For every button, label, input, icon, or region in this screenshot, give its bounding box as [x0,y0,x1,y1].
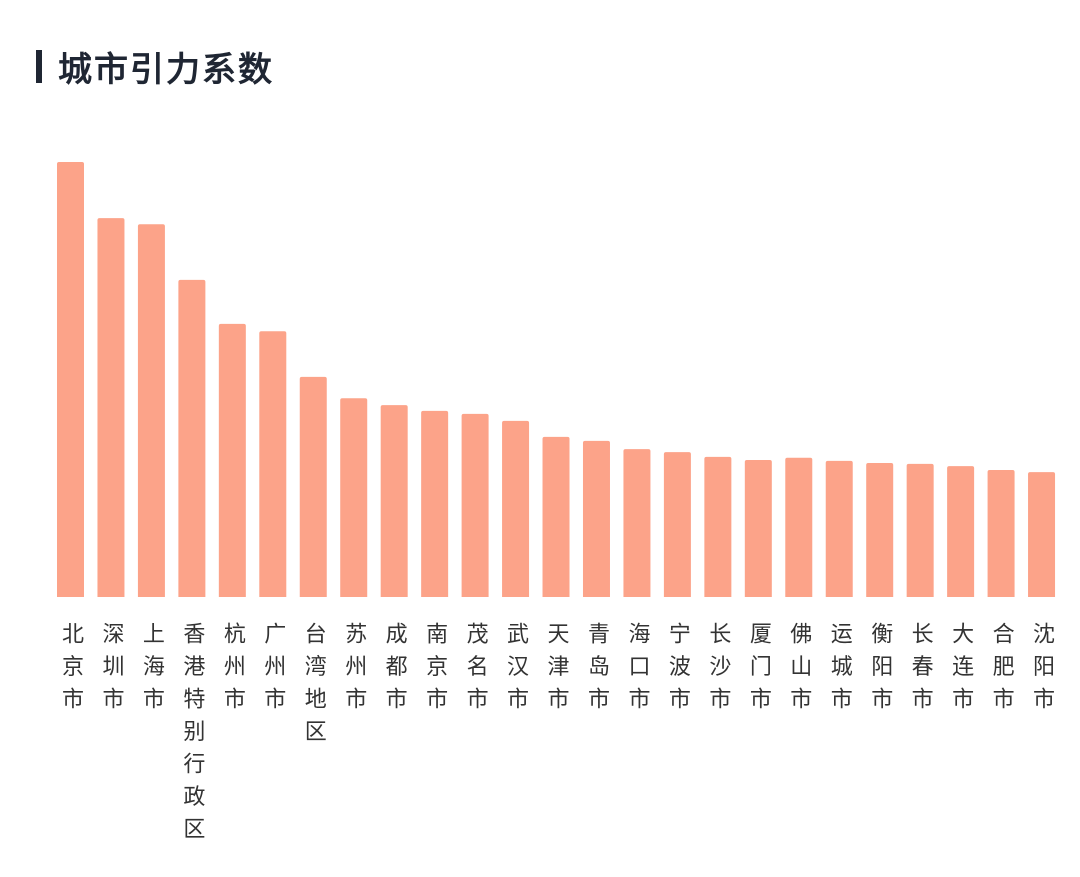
x-tick-label: 武汉市 [503,622,529,720]
x-tick-label: 上海市 [139,622,165,720]
x-tick-label: 运城市 [827,622,853,720]
x-tick-label: 厦门市 [746,622,772,720]
bar [744,459,772,597]
bar [461,413,489,597]
bar [299,376,327,597]
x-tick-label: 合肥市 [989,622,1015,720]
bar [623,449,651,597]
x-tick-label: 青岛市 [584,622,609,720]
x-tick-label: 长春市 [908,622,934,720]
chart-title: 城市引力系数 [58,50,274,90]
bar [663,452,691,597]
bar [97,218,125,598]
bar [825,460,853,597]
bar [137,224,165,597]
bar [542,436,570,597]
bar [421,410,449,597]
x-tick-label: 杭州市 [220,622,246,720]
bar [1028,472,1056,597]
bar [785,457,813,597]
x-tick-label: 苏州市 [341,622,367,720]
x-tick-label: 海口市 [624,622,650,720]
bar [340,398,368,597]
x-tick-label: 长沙市 [705,622,731,720]
bar [987,469,1015,597]
x-tick-label: 大连市 [948,622,974,720]
bar [947,466,975,597]
x-tick-label: 佛山市 [786,622,812,720]
bar [866,463,894,597]
x-tick-label: 衡阳市 [867,622,893,720]
x-tick-label: 天津市 [544,622,570,720]
bar [218,323,246,597]
x-tick-label: 宁波市 [665,622,691,720]
x-tick-label: 香港特别行政区 [179,622,205,850]
x-tick-label: 北京市 [58,622,84,720]
bar [380,405,408,597]
title-marker [36,50,42,83]
x-tick-label: 成都市 [382,622,408,720]
x-tick-label: 深圳市 [98,622,124,720]
bar [502,420,530,597]
x-tick-label: 南京市 [422,622,447,720]
x-tick-label: 广州市 [260,622,286,720]
bar [906,463,934,597]
bar [57,162,84,597]
x-tick-label: 茂名市 [463,622,489,720]
x-tick-label: 台湾地区 [301,622,327,752]
bar [704,456,732,597]
x-tick-label: 沈阳市 [1029,622,1055,720]
bar [582,440,610,597]
bar [178,279,206,597]
bar [259,331,287,597]
